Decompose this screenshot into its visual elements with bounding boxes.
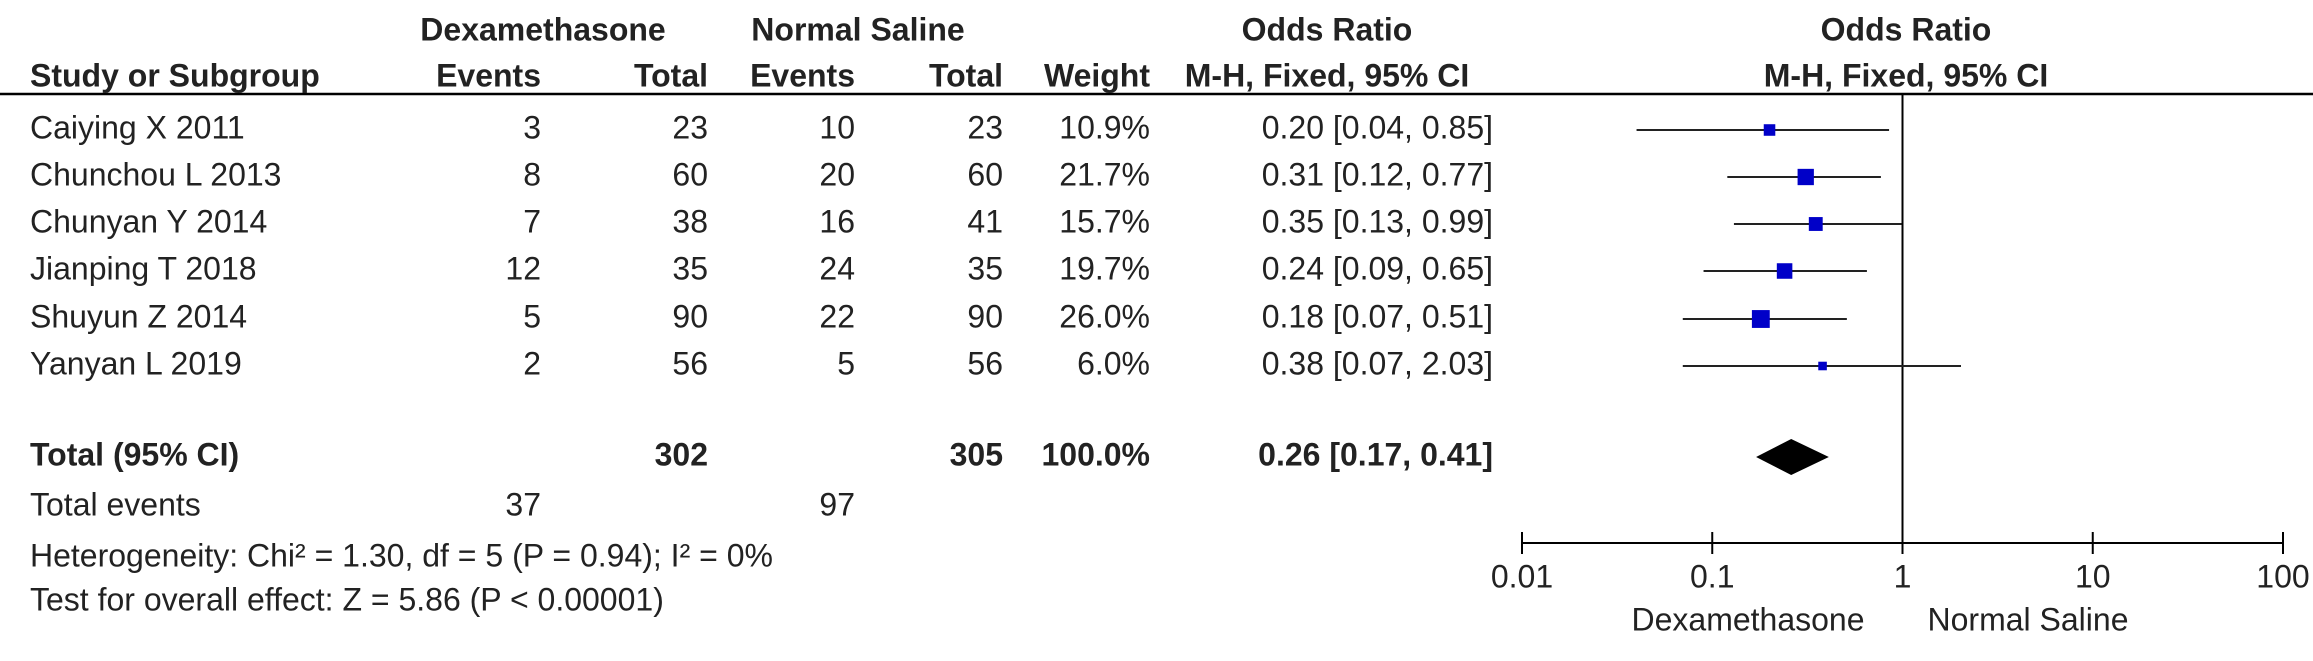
cell: 97 bbox=[819, 486, 855, 522]
favours-label: Dexamethasone bbox=[1631, 601, 1864, 637]
heterogeneity: Heterogeneity: Chi² = 1.30, df = 5 (P = … bbox=[30, 537, 773, 573]
cell: 24 bbox=[819, 250, 855, 286]
total-events-label: Total events bbox=[30, 486, 201, 522]
favours-label: Normal Saline bbox=[1928, 601, 2129, 637]
cell: 35 bbox=[967, 250, 1003, 286]
total-weight: 100.0% bbox=[1041, 436, 1150, 472]
total-odds-ratio: 0.26 [0.17, 0.41] bbox=[1258, 436, 1493, 472]
total-cell: 302 bbox=[655, 436, 708, 472]
cell: 7 bbox=[523, 203, 541, 239]
cell: 90 bbox=[672, 298, 708, 334]
x-tick-label: 10 bbox=[2075, 558, 2111, 594]
effect-square bbox=[1776, 263, 1793, 279]
weight: 15.7% bbox=[1059, 203, 1150, 239]
cell: 5 bbox=[523, 298, 541, 334]
overall-effect: Test for overall effect: Z = 5.86 (P < 0… bbox=[30, 581, 664, 617]
x-tick-label: 100 bbox=[2256, 558, 2309, 594]
odds-ratio: 0.38 [0.07, 2.03] bbox=[1262, 345, 1493, 381]
column-header: Total bbox=[634, 57, 708, 93]
effect-square bbox=[1818, 361, 1827, 371]
total-cell: 305 bbox=[950, 436, 1003, 472]
cell: 56 bbox=[672, 345, 708, 381]
cell: 23 bbox=[672, 109, 708, 145]
cell: 22 bbox=[819, 298, 855, 334]
cell: 90 bbox=[967, 298, 1003, 334]
cell: 12 bbox=[505, 250, 541, 286]
column-header: Weight bbox=[1044, 57, 1150, 93]
column-header: Study or Subgroup bbox=[30, 57, 320, 93]
x-tick-label: 0.1 bbox=[1690, 558, 1734, 594]
group-header: Normal Saline bbox=[751, 11, 964, 47]
pooled-diamond bbox=[1756, 439, 1829, 475]
cell: 60 bbox=[672, 156, 708, 192]
odds-ratio: 0.20 [0.04, 0.85] bbox=[1262, 109, 1493, 145]
cell: 3 bbox=[523, 109, 541, 145]
odds-ratio: 0.24 [0.09, 0.65] bbox=[1262, 250, 1493, 286]
cell: 5 bbox=[837, 345, 855, 381]
x-tick-label: 0.01 bbox=[1491, 558, 1553, 594]
effect-square bbox=[1797, 168, 1814, 186]
odds-ratio: 0.31 [0.12, 0.77] bbox=[1262, 156, 1493, 192]
weight: 10.9% bbox=[1059, 109, 1150, 145]
effect-square bbox=[1808, 217, 1823, 231]
cell: 37 bbox=[505, 486, 541, 522]
total-label: Total (95% CI) bbox=[30, 436, 239, 472]
study-name: Yanyan L 2019 bbox=[30, 345, 242, 381]
cell: 2 bbox=[523, 345, 541, 381]
weight: 6.0% bbox=[1077, 345, 1150, 381]
cell: 41 bbox=[967, 203, 1003, 239]
column-header: Total bbox=[929, 57, 1003, 93]
group-header: Dexamethasone bbox=[420, 11, 665, 47]
study-name: Chunyan Y 2014 bbox=[30, 203, 267, 239]
odds-ratio: 0.18 [0.07, 0.51] bbox=[1262, 298, 1493, 334]
cell: 35 bbox=[672, 250, 708, 286]
cell: 20 bbox=[819, 156, 855, 192]
group-header: Odds Ratio bbox=[1242, 11, 1413, 47]
group-header: Odds Ratio bbox=[1821, 11, 1992, 47]
weight: 21.7% bbox=[1059, 156, 1150, 192]
cell: 56 bbox=[967, 345, 1003, 381]
cell: 8 bbox=[523, 156, 541, 192]
cell: 38 bbox=[672, 203, 708, 239]
effect-square bbox=[1763, 124, 1776, 136]
weight: 19.7% bbox=[1059, 250, 1150, 286]
cell: 23 bbox=[967, 109, 1003, 145]
column-header: Events bbox=[750, 57, 855, 93]
column-header: Events bbox=[436, 57, 541, 93]
study-name: Shuyun Z 2014 bbox=[30, 298, 247, 334]
column-header: M-H, Fixed, 95% CI bbox=[1185, 57, 1470, 93]
odds-ratio: 0.35 [0.13, 0.99] bbox=[1262, 203, 1493, 239]
study-name: Chunchou L 2013 bbox=[30, 156, 281, 192]
study-name: Caiying X 2011 bbox=[30, 109, 245, 145]
cell: 60 bbox=[967, 156, 1003, 192]
cell: 10 bbox=[819, 109, 855, 145]
study-name: Jianping T 2018 bbox=[30, 250, 257, 286]
effect-square bbox=[1751, 310, 1770, 328]
x-tick-label: 1 bbox=[1894, 558, 1912, 594]
column-header: M-H, Fixed, 95% CI bbox=[1764, 57, 2049, 93]
cell: 16 bbox=[819, 203, 855, 239]
weight: 26.0% bbox=[1059, 298, 1150, 334]
